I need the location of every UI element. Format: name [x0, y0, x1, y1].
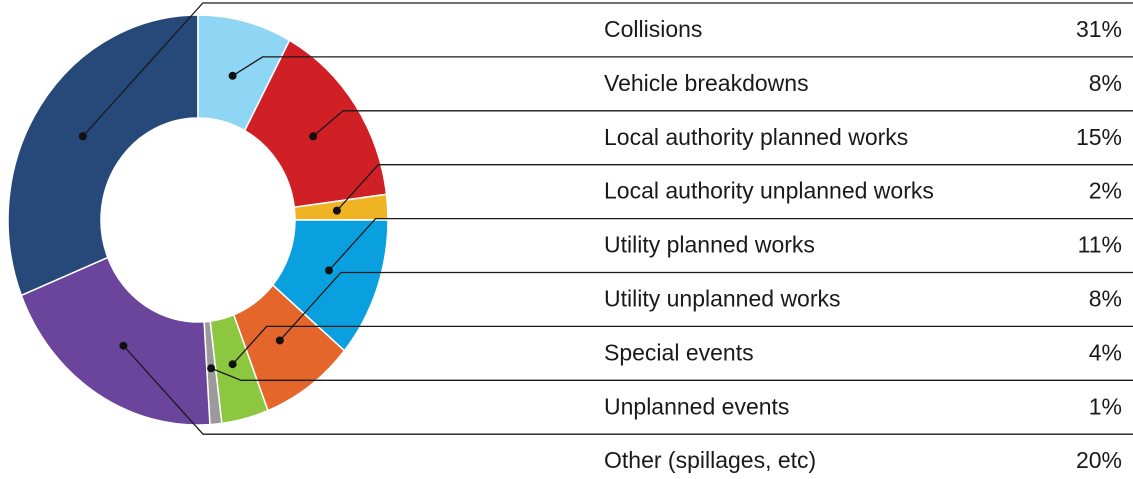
legend-label: Utility planned works	[604, 232, 815, 258]
legend-value: 15%	[1076, 124, 1122, 150]
leader-line	[312, 110, 1133, 137]
legend-value: 2%	[1089, 178, 1122, 204]
leader-line	[210, 367, 1133, 381]
donut-slice	[243, 39, 388, 209]
legend-value: 4%	[1089, 339, 1122, 365]
leader-dot	[309, 132, 318, 141]
leader-line	[232, 56, 1133, 77]
leader-line	[328, 217, 1133, 271]
legend-value: 8%	[1089, 70, 1122, 96]
leader-dot	[324, 266, 333, 275]
leader-dot	[119, 341, 128, 350]
legend-label: Special events	[604, 339, 754, 365]
legend-label: Utility unplanned works	[604, 286, 841, 312]
leader-dot	[228, 360, 237, 369]
leader-dot	[275, 336, 284, 345]
legend-label: Vehicle breakdowns	[604, 70, 809, 96]
legend-label: Local authority unplanned works	[604, 178, 934, 204]
leader-dot	[332, 206, 341, 215]
leader-line	[279, 271, 1133, 341]
legend-label: Unplanned events	[604, 393, 789, 419]
leader-dot	[228, 71, 237, 80]
leader-dot	[78, 132, 87, 141]
donut-slice	[20, 256, 211, 426]
legend-label: Local authority planned works	[604, 124, 908, 150]
legend-value: 20%	[1076, 447, 1122, 473]
legend-value: 1%	[1089, 393, 1122, 419]
leader-line	[82, 2, 1133, 137]
legend-label: Collisions	[604, 16, 702, 42]
leader-line	[232, 325, 1133, 365]
legend-value: 8%	[1089, 286, 1122, 312]
legend-label: Other (spillages, etc)	[604, 447, 816, 473]
leader-dot	[207, 364, 216, 373]
donut-slice	[7, 14, 199, 297]
leader-line	[122, 345, 1133, 435]
legend-value: 11%	[1078, 232, 1122, 258]
leader-line	[336, 164, 1133, 212]
legend-value: 31%	[1076, 16, 1122, 42]
